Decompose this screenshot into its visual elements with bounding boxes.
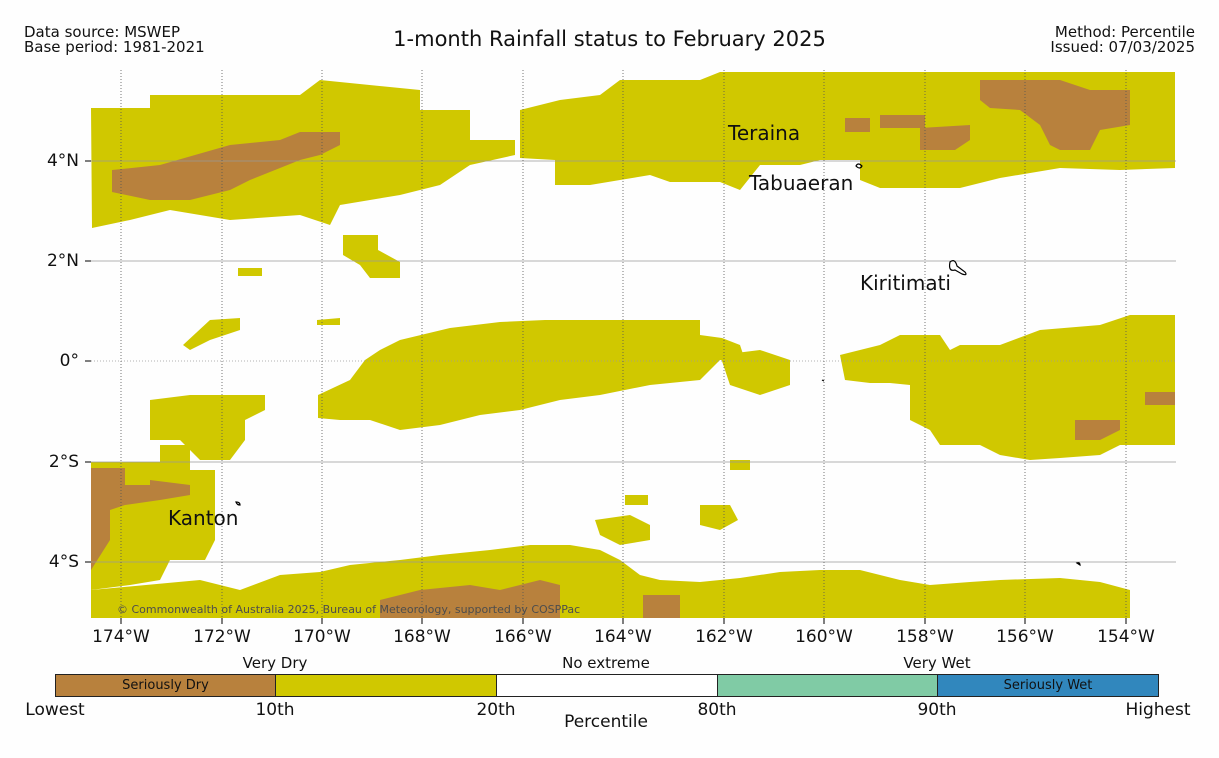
tabuaeran-island-shape [855, 163, 863, 169]
lon-label: 166°W [494, 627, 552, 647]
legend-category-very-wet: Very Wet [903, 654, 971, 672]
lon-label: 172°W [193, 627, 251, 647]
lat-label: 4°S [48, 552, 79, 572]
lon-label: 174°W [92, 627, 150, 647]
lon-label: 158°W [896, 627, 954, 647]
axis-ticks [85, 160, 1127, 624]
legend-axis-label: Percentile [564, 712, 648, 732]
kanton-island-shape [235, 501, 241, 506]
base-period-label: Base period: 1981-2021 [24, 38, 205, 56]
meridians [120, 70, 1127, 618]
lon-label: 162°W [695, 627, 753, 647]
legend-swatch-seriously-dry: Seriously Dry [55, 674, 276, 697]
legend-tick-label: 80th [697, 700, 737, 720]
legend-category-very-dry: Very Dry [242, 654, 308, 672]
seriously-dry-regions [91, 80, 1175, 618]
data-source-label: Data source: MSWEP [24, 23, 181, 41]
lon-label: 168°W [393, 627, 451, 647]
legend-tick-label: 10th [255, 700, 295, 720]
legend-swatch-very-wet [717, 674, 938, 697]
lon-label: 160°W [795, 627, 853, 647]
legend-tick-label: Highest [1125, 700, 1191, 720]
copyright-notice: © Commonwealth of Australia 2025, Bureau… [117, 603, 581, 616]
legend-tick-label: 90th [917, 700, 957, 720]
lat-label: 2°S [48, 452, 79, 472]
lat-label: 2°N [46, 251, 79, 271]
rainfall-map [85, 70, 1176, 624]
map-title: 1-month Rainfall status to February 2025 [393, 27, 826, 51]
place-label-kiritimati: Kiritimati [860, 271, 951, 295]
place-label-teraina: Teraina [728, 121, 801, 145]
legend-category-no-extreme: No extreme [562, 654, 650, 672]
kiritimati-island-shape [948, 260, 967, 276]
place-label-kanton: Kanton [168, 506, 239, 530]
lon-label: 164°W [594, 627, 652, 647]
legend-tick-label: Lowest [25, 700, 85, 720]
legend-swatch-no-extreme [496, 674, 718, 697]
legend-swatch-seriously-wet: Seriously Wet [937, 674, 1159, 697]
place-label-tabuaeran: Tabuaeran [749, 171, 854, 195]
method-label: Method: Percentile [1054, 23, 1195, 41]
issued-date-label: Issued: 07/03/2025 [1050, 38, 1195, 56]
lon-label: 156°W [996, 627, 1054, 647]
graticule [91, 160, 1176, 563]
island-outlines [235, 163, 1081, 567]
legend-tick-label: 20th [476, 700, 516, 720]
legend-swatch-very-dry [275, 674, 497, 697]
lon-label: 170°W [293, 627, 351, 647]
lat-label: 0° [59, 351, 79, 371]
lat-label: 4°N [46, 151, 79, 171]
lon-label: 154°W [1097, 627, 1155, 647]
